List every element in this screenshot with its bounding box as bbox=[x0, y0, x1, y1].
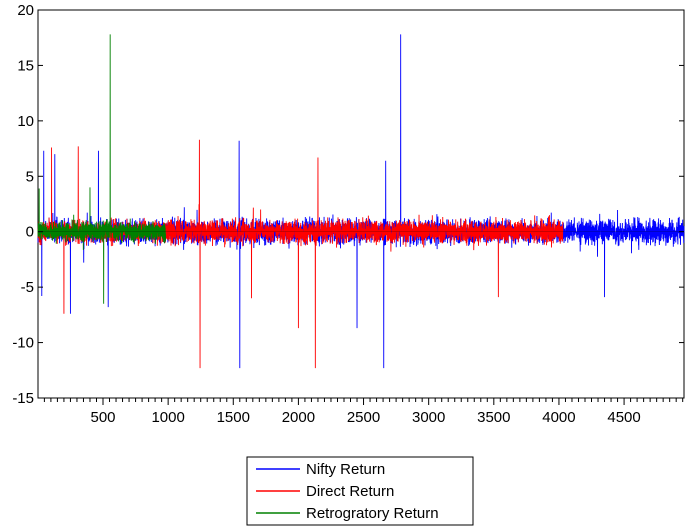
x-tick-label: 4500 bbox=[607, 409, 640, 426]
x-tick-label: 2000 bbox=[282, 409, 315, 426]
y-tick-label: 5 bbox=[26, 168, 34, 185]
legend-label-nifty-return: Nifty Return bbox=[306, 461, 385, 478]
series-layer bbox=[37, 34, 685, 369]
y-tick-label: -5 bbox=[21, 279, 34, 296]
y-tick-label: 20 bbox=[17, 2, 34, 19]
legend-label-direct-return: Direct Return bbox=[306, 483, 394, 500]
series-line-retrogratory-return bbox=[37, 34, 166, 304]
x-tick-label: 4000 bbox=[542, 409, 575, 426]
x-axis: 500 1000 1500 2000 2500 3000 3500 4000 4500 bbox=[43, 398, 684, 426]
y-axis: -15 -10 -5 0 5 10 15 20 bbox=[12, 2, 684, 407]
y-tick-label: 0 bbox=[26, 224, 34, 241]
y-tick-label: -15 bbox=[12, 390, 34, 407]
legend: Nifty Return Direct Return Retrogratory Re… bbox=[246, 456, 474, 526]
x-tick-label: 1000 bbox=[151, 409, 184, 426]
y-tick-label: -10 bbox=[12, 335, 34, 352]
y-tick-label: 15 bbox=[17, 57, 34, 74]
x-tick-label: 2500 bbox=[347, 409, 380, 426]
plot-area bbox=[37, 9, 685, 399]
x-tick-label: 1500 bbox=[217, 409, 250, 426]
y-tick-label: 10 bbox=[17, 113, 34, 130]
x-tick-label: 500 bbox=[90, 409, 115, 426]
legend-label-retrogratory-return: Retrogratory Return bbox=[306, 505, 439, 522]
x-tick-label: 3000 bbox=[412, 409, 445, 426]
x-tick-label: 3500 bbox=[477, 409, 510, 426]
